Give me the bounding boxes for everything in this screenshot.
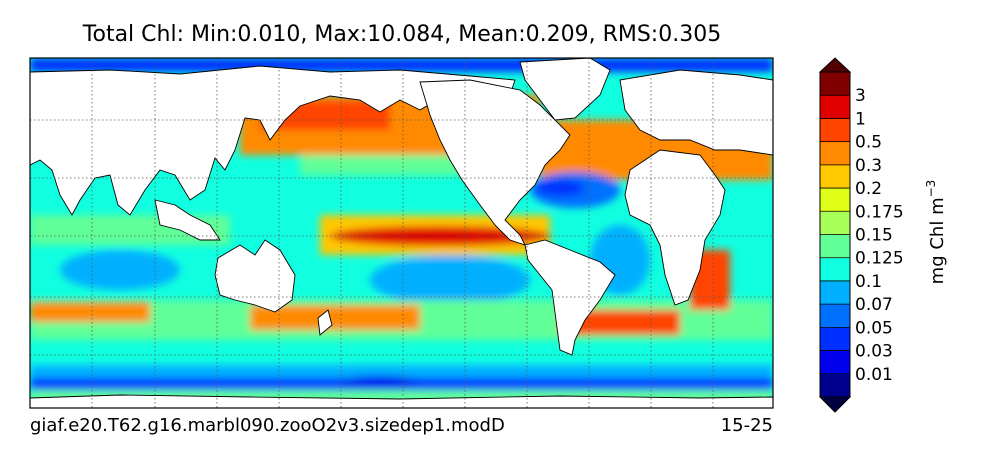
map-frame [29,57,774,409]
year-range: 15-25 [721,415,773,436]
colorbar-segment [820,304,850,328]
colorbar-over [818,57,852,73]
colorbar-tick-label: 0.2 [855,179,882,199]
colorbar-tick-label: 0.15 [855,226,893,246]
colorbar-under [818,396,852,413]
colorbar: 0.01 0.03 0.05 0.07 0.1 0.125 0.15 0.175 0.2 0.3 0… [818,57,904,413]
colorbar-tick-label: 0.07 [855,295,893,315]
colorbar-tick-label: 3 [855,86,866,106]
colorbar-tick-label: 0.03 [855,342,893,362]
label-text: mg Chl m [927,197,948,284]
colorbar-segment [820,257,850,282]
colorbar-tick-label: 0.3 [855,156,882,176]
colorbar-label: mg Chl m−3 [924,180,948,285]
colorbar-tick-label: 0.01 [855,365,893,385]
colorbar-segment [820,72,850,96]
map-title: Total Chl: Min:0.010, Max:10.084, Mean:0… [82,22,721,47]
colorbar-segment [820,211,850,235]
colorbar-segment [820,327,850,352]
colorbar-tick-label: 0.175 [855,202,904,222]
colorbar-segment [820,234,850,259]
colorbar-segment [820,164,850,189]
colorbar-tick-label: 0.1 [855,272,882,292]
colorbar-tick-label: 0.125 [855,249,904,269]
colorbar-segment [820,141,850,166]
colorbar-segment [820,188,850,212]
run-name: giaf.e20.T62.g16.marbl090.zooO2v3.sizede… [30,415,505,436]
colorbar-segment [820,350,850,375]
colorbar-segment [820,280,850,305]
colorbar-tick-label: 1 [855,109,866,129]
map [30,58,773,408]
colorbar-segment [820,373,850,398]
colorbar-segment [820,95,850,119]
colorbar-tick-label: 0.5 [855,133,882,153]
colorbar-segment [820,118,850,143]
label-exponent: −3 [924,180,938,198]
colorbar-tick-label: 0.05 [855,318,893,338]
